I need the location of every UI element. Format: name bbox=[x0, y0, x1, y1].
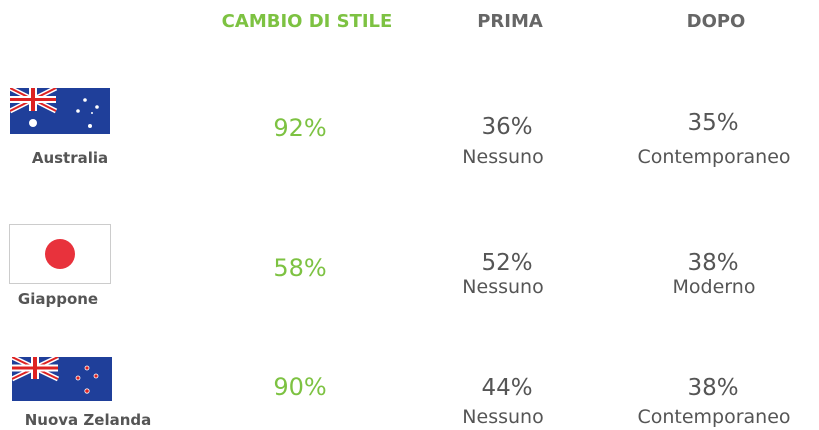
before-style: Nessuno bbox=[462, 146, 544, 168]
country-name: Australia bbox=[31, 149, 109, 167]
before-percent: 36% bbox=[481, 114, 533, 140]
style-change: 92% bbox=[273, 114, 327, 142]
flag-australia bbox=[10, 88, 110, 134]
before-percent: 52% bbox=[481, 250, 533, 276]
header: CAMBIO DI STILE bbox=[221, 11, 393, 32]
before-percent: 44% bbox=[481, 375, 533, 401]
flag-japan bbox=[9, 224, 111, 284]
flag-new-zealand bbox=[12, 357, 112, 401]
header: DOPO bbox=[686, 11, 746, 32]
style-change: 90% bbox=[273, 373, 327, 401]
after-percent: 38% bbox=[687, 375, 739, 401]
before-style: Nessuno bbox=[462, 406, 544, 428]
header: PRIMA bbox=[477, 11, 543, 32]
after-style: Contemporaneo bbox=[637, 406, 791, 428]
after-style: Moderno bbox=[672, 276, 756, 298]
before-style: Nessuno bbox=[462, 276, 544, 298]
country-name: Nuova Zelanda bbox=[24, 411, 152, 429]
style-change: 58% bbox=[273, 254, 327, 282]
after-percent: 35% bbox=[687, 110, 739, 136]
after-percent: 38% bbox=[687, 250, 739, 276]
after-style: Contemporaneo bbox=[637, 146, 791, 168]
country-name: Giappone bbox=[17, 290, 99, 308]
